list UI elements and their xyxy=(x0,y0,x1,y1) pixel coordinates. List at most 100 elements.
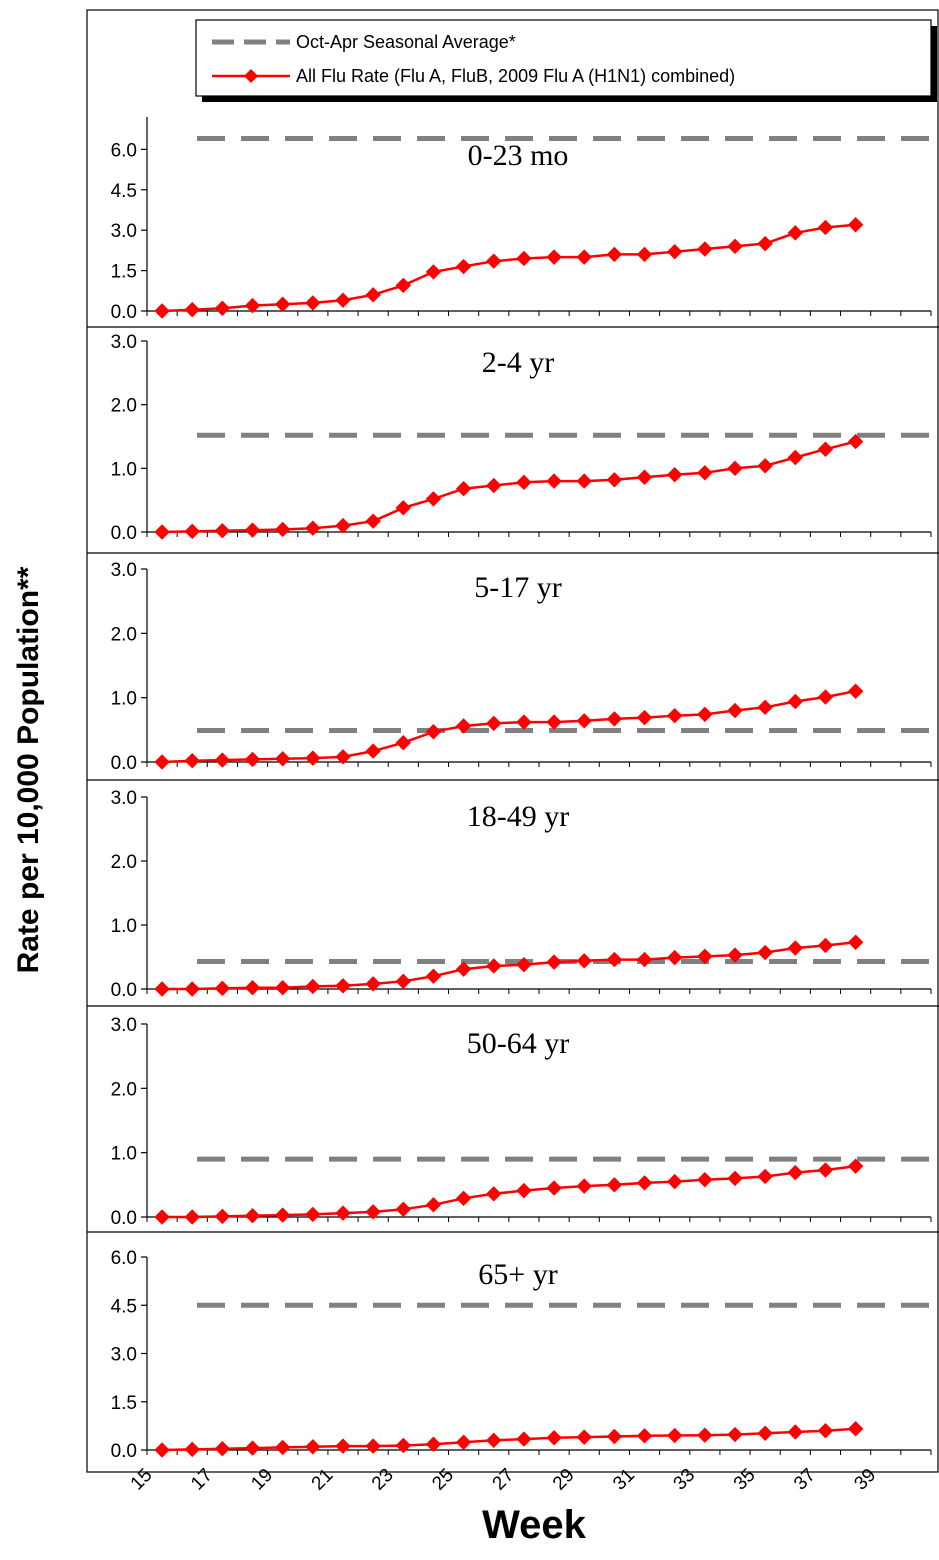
data-point-diamond xyxy=(365,287,381,303)
data-point-diamond xyxy=(697,706,713,723)
x-tick-label: 31 xyxy=(609,1465,639,1495)
series-line-all-flu-rate xyxy=(162,440,856,534)
y-tick-label: 3.0 xyxy=(111,560,137,581)
data-point-diamond xyxy=(666,466,683,483)
data-point-diamond xyxy=(214,523,231,539)
data-point-diamond xyxy=(606,472,623,488)
panel-title: 5-17 yr xyxy=(474,571,561,604)
data-point-diamond xyxy=(244,297,261,314)
data-point-diamond xyxy=(697,1427,713,1443)
data-point-diamond xyxy=(184,523,200,540)
data-point-diamond xyxy=(576,1429,592,1445)
data-point-diamond xyxy=(847,683,864,699)
data-point-diamond xyxy=(697,465,713,481)
y-tick-label: 0.0 xyxy=(111,523,137,544)
series-line-all-flu-rate xyxy=(162,1164,856,1219)
data-point-diamond xyxy=(486,958,502,974)
y-tick-label: 1.0 xyxy=(111,1144,137,1165)
x-tick-label: 15 xyxy=(127,1465,157,1495)
x-tick-label: 27 xyxy=(489,1465,519,1495)
data-point-diamond xyxy=(425,724,442,740)
x-tick-label: 35 xyxy=(730,1465,760,1495)
data-point-diamond xyxy=(576,1178,592,1194)
data-point-diamond xyxy=(847,433,864,450)
data-point-diamond xyxy=(546,473,562,489)
y-tick-label: 0.0 xyxy=(111,302,137,323)
data-point-diamond xyxy=(636,951,653,968)
data-point-diamond xyxy=(546,1430,562,1446)
data-point-diamond xyxy=(154,1209,170,1225)
data-point-diamond xyxy=(154,1442,170,1458)
y-tick-label: 3.0 xyxy=(111,788,137,809)
data-point-diamond xyxy=(395,734,412,751)
data-point-diamond xyxy=(576,473,592,489)
data-point-diamond xyxy=(817,441,834,457)
data-point-diamond xyxy=(455,961,472,977)
data-point-diamond xyxy=(757,944,773,961)
data-point-diamond xyxy=(455,1434,472,1450)
data-point-diamond xyxy=(727,702,743,719)
data-point-diamond xyxy=(636,246,653,263)
data-point-diamond xyxy=(576,249,592,265)
data-point-diamond xyxy=(787,225,804,241)
y-tick-label: 1.0 xyxy=(111,689,137,710)
data-point-diamond xyxy=(335,1205,351,1221)
data-point-diamond xyxy=(274,1439,291,1456)
x-tick-label: 39 xyxy=(850,1465,880,1495)
y-tick-label: 2.0 xyxy=(111,852,137,873)
data-point-diamond xyxy=(395,1201,412,1217)
data-point-diamond xyxy=(486,1432,502,1449)
data-point-diamond xyxy=(847,934,864,950)
panel-2-4-yr: 0.0 1.0 2.0 3.0 2-4 yr xyxy=(111,332,937,544)
data-point-diamond xyxy=(274,751,291,767)
x-tick-label: 19 xyxy=(247,1465,277,1495)
data-point-diamond xyxy=(244,1208,261,1224)
panel-title: 50-64 yr xyxy=(467,1027,569,1060)
data-point-diamond xyxy=(214,752,231,768)
data-point-diamond xyxy=(455,480,472,497)
data-point-diamond xyxy=(455,258,472,275)
y-tick-label: 3.0 xyxy=(111,221,137,242)
data-point-diamond xyxy=(486,1186,502,1202)
data-point-diamond xyxy=(214,980,231,997)
data-point-diamond xyxy=(666,244,683,260)
data-point-diamond xyxy=(425,491,442,507)
data-point-diamond xyxy=(154,981,170,997)
data-point-diamond xyxy=(395,277,412,294)
data-point-diamond xyxy=(727,947,743,963)
data-point-diamond xyxy=(546,1180,562,1196)
data-point-diamond xyxy=(757,699,773,716)
data-point-diamond xyxy=(486,715,502,732)
data-point-diamond xyxy=(305,295,321,311)
y-tick-label: 0.0 xyxy=(111,980,137,1001)
data-point-diamond xyxy=(817,219,834,236)
data-point-diamond xyxy=(244,980,261,996)
data-point-diamond xyxy=(244,522,261,538)
data-point-diamond xyxy=(184,753,200,769)
data-point-diamond xyxy=(817,1162,834,1178)
data-point-diamond xyxy=(606,951,623,968)
y-tick-label: 1.5 xyxy=(111,1393,137,1414)
data-point-diamond xyxy=(666,949,683,966)
y-tick-label: 3.0 xyxy=(111,332,137,353)
data-point-diamond xyxy=(697,241,713,257)
data-point-diamond xyxy=(666,1173,683,1190)
data-point-diamond xyxy=(335,749,351,765)
data-point-diamond xyxy=(455,718,472,734)
data-point-diamond xyxy=(576,713,592,729)
data-point-diamond xyxy=(214,1208,231,1225)
data-point-diamond xyxy=(395,500,412,516)
data-point-diamond xyxy=(727,1170,743,1187)
data-point-diamond xyxy=(395,1437,412,1454)
x-tick-label: 33 xyxy=(670,1465,700,1495)
data-point-diamond xyxy=(727,460,743,477)
x-tick-label: 25 xyxy=(428,1465,458,1495)
panel-title: 65+ yr xyxy=(478,1258,557,1291)
data-point-diamond xyxy=(847,1158,864,1174)
data-point-diamond xyxy=(335,292,351,308)
data-point-diamond xyxy=(486,253,502,269)
data-point-diamond xyxy=(516,1182,532,1199)
data-point-diamond xyxy=(757,235,773,252)
data-point-diamond xyxy=(697,948,713,965)
